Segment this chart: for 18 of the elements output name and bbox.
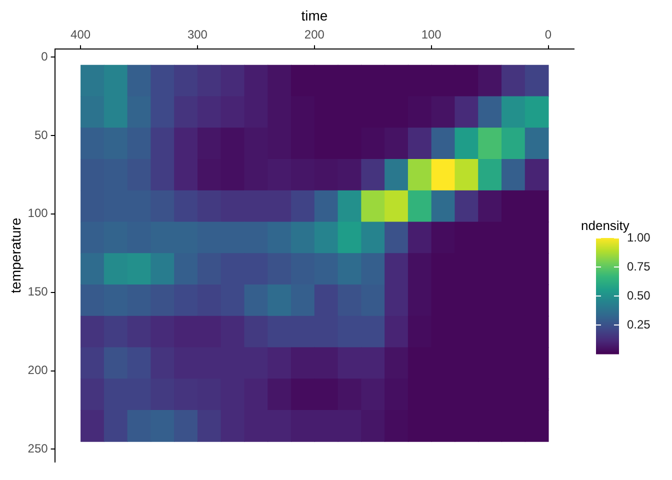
y-tick-label: 50	[34, 128, 48, 142]
legend-title: ndensity	[581, 218, 630, 233]
x-tick-label: 200	[304, 27, 325, 42]
y-tick-label: 0	[41, 49, 48, 64]
x-tick-label: 100	[421, 27, 442, 42]
x-tick-label: 400	[70, 27, 91, 42]
y-tick-label: 200	[28, 363, 48, 378]
x-tick-label: 0	[544, 27, 552, 42]
color-bar-label: 1.00	[627, 230, 651, 244]
color-bar-label: 0.25	[627, 317, 651, 332]
x-tick-label: 300	[187, 27, 208, 42]
y-axis-title: temperature	[7, 218, 24, 294]
y-tick-label: 250	[28, 442, 48, 456]
y-tick-label: 100	[28, 206, 48, 220]
x-axis-title: time	[301, 7, 328, 24]
color-bar-label: 0.75	[627, 259, 651, 274]
y-tick-label: 150	[28, 284, 48, 299]
color-bar-label: 0.50	[627, 288, 651, 302]
